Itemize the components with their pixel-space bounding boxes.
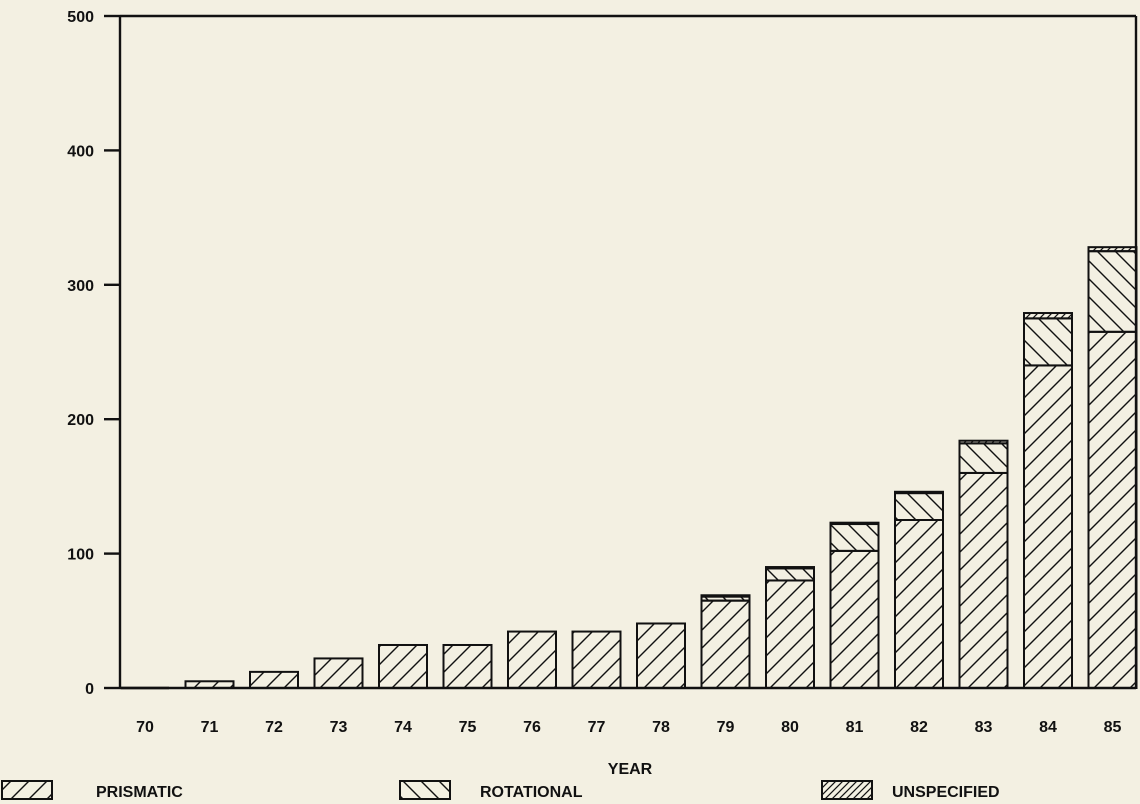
- bar-segment-unspecified-84: [1023, 312, 1073, 320]
- bar-segment-rotational-83: [958, 442, 1009, 474]
- x-tick-label: 74: [394, 719, 412, 736]
- bar-segment-prismatic-78: [636, 622, 686, 689]
- bar-segment-rotational-81: [829, 523, 880, 552]
- bar-segment-prismatic-75: [442, 643, 493, 690]
- bar-segment-unspecified-85: [1087, 246, 1138, 253]
- legend-swatch-unspecified: [821, 780, 873, 800]
- x-tick-label: 72: [265, 719, 283, 736]
- bar-segment-prismatic-85: [1087, 330, 1138, 689]
- bar-segment-prismatic-81: [829, 549, 880, 689]
- x-tick-label: 76: [523, 719, 541, 736]
- y-tick-label: 0: [85, 681, 94, 698]
- x-tick-label: 77: [588, 719, 606, 736]
- x-tick-label: 84: [1039, 719, 1057, 736]
- bar-segment-prismatic-74: [378, 643, 428, 690]
- x-tick-label: 73: [330, 719, 348, 736]
- x-tick-label: 79: [717, 719, 735, 736]
- y-tick-label: 200: [67, 412, 94, 429]
- x-tick-label: 83: [975, 719, 993, 736]
- bars: [121, 246, 1138, 690]
- y-tick-label: 400: [67, 143, 94, 160]
- bar-segment-rotational-80: [765, 567, 815, 582]
- bar-segment-prismatic-79: [700, 599, 751, 690]
- legend-label-unspecified: UNSPECIFIED: [892, 784, 1000, 801]
- bar-segment-rotational-82: [894, 492, 944, 521]
- y-tick-label: 300: [67, 278, 94, 295]
- legend-item-rotational: ROTATIONAL: [399, 780, 583, 801]
- bar-segment-prismatic-80: [765, 579, 815, 689]
- x-ticks: 70 71 72 73 74 75 76 77 78 79 80 81 82 83 84 85: [136, 719, 1121, 736]
- x-tick-label: 78: [652, 719, 670, 736]
- x-axis-label: YEAR: [608, 761, 653, 778]
- legend-swatch-prismatic: [1, 780, 53, 800]
- legend: PRISMATIC ROTATIONAL UNSPECIFIED: [1, 780, 1000, 801]
- legend-swatch-rotational: [399, 780, 451, 800]
- bar-segment-prismatic-71: [184, 680, 235, 690]
- y-ticks: 0 100 200 300 400 500: [67, 9, 120, 698]
- x-tick-label: 85: [1104, 719, 1122, 736]
- bar-segment-prismatic-72: [249, 670, 299, 690]
- x-tick-label: 71: [201, 719, 219, 736]
- bar-segment-unspecified-81: [829, 521, 880, 526]
- y-tick-label: 100: [67, 547, 94, 564]
- bar-segment-unspecified-82: [894, 490, 944, 495]
- x-tick-label: 80: [781, 719, 799, 736]
- bar-segment-rotational-84: [1023, 317, 1073, 367]
- legend-label-rotational: ROTATIONAL: [480, 784, 583, 801]
- bar-segment-prismatic-83: [958, 471, 1009, 689]
- legend-item-unspecified: UNSPECIFIED: [821, 780, 1000, 801]
- bar-segment-unspecified-79: [700, 594, 751, 598]
- bar-segment-prismatic-82: [894, 519, 944, 689]
- x-tick-label: 70: [136, 719, 154, 736]
- bar-segment-unspecified-83: [958, 439, 1009, 445]
- bar-segment-prismatic-77: [571, 630, 622, 689]
- legend-label-prismatic: PRISMATIC: [96, 784, 183, 801]
- bar-segment-prismatic-76: [507, 630, 557, 689]
- bar-segment-prismatic-73: [313, 657, 364, 690]
- x-tick-label: 75: [459, 719, 477, 736]
- legend-item-prismatic: PRISMATIC: [1, 780, 183, 801]
- bar-segment-rotational-85: [1087, 250, 1138, 333]
- bar-segment-unspecified-80: [765, 566, 815, 570]
- bar-segment-prismatic-84: [1023, 364, 1073, 689]
- x-tick-label: 82: [910, 719, 928, 736]
- y-tick-label: 500: [67, 9, 94, 26]
- x-tick-label: 81: [846, 719, 864, 736]
